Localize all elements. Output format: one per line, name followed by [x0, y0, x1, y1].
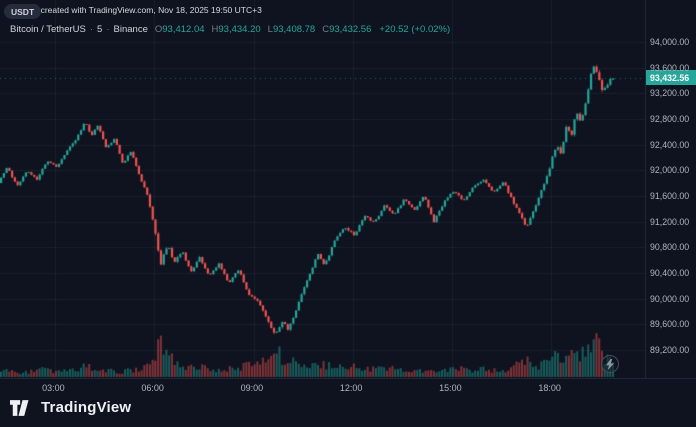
ohlc-close: C 93,432.56	[322, 24, 372, 35]
time-tick-label: 06:00	[141, 383, 164, 393]
time-tick-label: 12:00	[339, 383, 363, 393]
price-change: +20.52 (+0.02%)	[379, 24, 451, 35]
price-axis[interactable]: 93,432.56 94,000.00 93,600.00 93,200.00 92,…	[645, 0, 696, 378]
price-tick-label: 90,800.00	[650, 242, 690, 253]
tradingview-logo-icon	[10, 399, 29, 416]
ohlc-open: O 93,412.04	[154, 24, 205, 35]
symbol-name[interactable]: Bitcoin / TetherUS	[10, 24, 86, 35]
time-tick-label: 15:00	[439, 383, 462, 393]
price-tick-label: 92,000.00	[650, 165, 690, 176]
tradingview-logo[interactable]: TradingView	[10, 399, 131, 416]
legend-separator: ·	[106, 24, 110, 35]
chart-legend: Bitcoin / TetherUS · 5 · Binance O 93,412…	[10, 24, 450, 35]
price-tick-label: 94,000.00	[650, 37, 690, 47]
tradingview-logo-text: TradingView	[41, 399, 132, 416]
exchange-name[interactable]: Binance	[113, 24, 148, 35]
ohlc-high: H 93,434.20	[211, 24, 261, 35]
time-tick-label: 09:00	[240, 383, 264, 393]
price-tick-label: 92,800.00	[650, 114, 690, 124]
price-tick-label: 93,600.00	[650, 62, 690, 73]
watermark-text: FU9898 created with TradingView.com, Nov…	[8, 5, 262, 15]
price-tick-label: 89,200.00	[650, 345, 690, 355]
price-tick-label: 89,600.00	[650, 319, 690, 330]
time-tick-label: 18:00	[538, 383, 561, 393]
time-tick-label: 03:00	[42, 383, 65, 393]
candlestick-chart-pane[interactable]	[0, 0, 645, 378]
price-tick-label: 91,600.00	[650, 191, 690, 201]
ohlc-low: L 93,408.78	[267, 24, 316, 35]
currency-toggle-button[interactable]: USDT	[4, 4, 42, 19]
price-tick-label: 90,000.00	[650, 293, 690, 304]
price-tick-label: 92,400.00	[650, 139, 690, 150]
legend-separator: ·	[89, 24, 94, 35]
price-tick-label: 91,200.00	[650, 216, 690, 227]
last-price-label: 93,432.56	[646, 70, 696, 86]
price-tick-label: 93,200.00	[650, 88, 690, 99]
price-tick-label: 90,400.00	[650, 268, 690, 278]
lightning-icon[interactable]	[601, 355, 619, 373]
time-axis[interactable]: 03:00 06:00 09:00 12:00 15:00 18:00	[0, 378, 696, 398]
interval-value[interactable]: 5	[97, 24, 103, 35]
